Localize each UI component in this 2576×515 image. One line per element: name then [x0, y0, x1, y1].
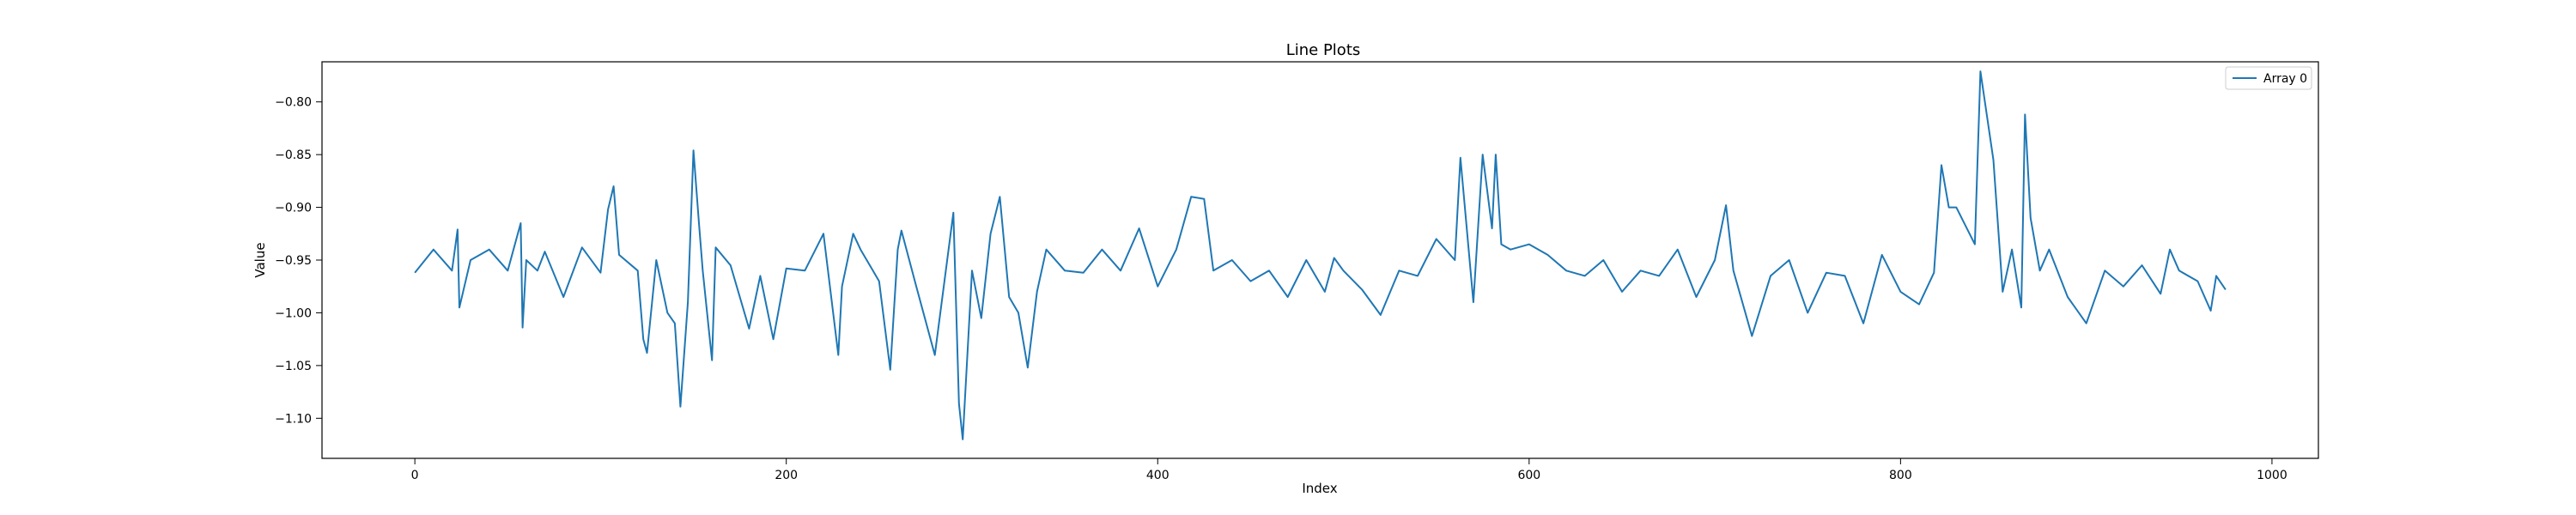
x-tick-label: 600: [1517, 469, 1540, 482]
y-tick-label: −1.05: [275, 360, 312, 373]
legend-box: [2225, 66, 2312, 90]
y-tick-label: −1.00: [275, 306, 312, 320]
legend-label: Array 0: [2263, 72, 2307, 86]
y-axis-label: Value: [252, 242, 268, 277]
y-tick-label: −0.85: [275, 148, 312, 162]
chart-title: Line Plots: [1286, 41, 1361, 59]
x-tick-label: 800: [1889, 469, 1912, 482]
x-tick-label: 400: [1146, 469, 1170, 482]
series-line: [414, 70, 2227, 440]
plot-area: [321, 61, 2319, 459]
legend: Array 0: [2225, 66, 2312, 90]
y-tick-label: −0.90: [275, 202, 312, 215]
x-axis-label: Index: [1302, 481, 1337, 496]
y-tick-label: −0.95: [275, 254, 312, 268]
y-axis: −0.80 −0.85 −0.90 −0.95 −1.00 −1.05 −1.10: [275, 96, 322, 426]
x-tick-label: 200: [775, 469, 798, 482]
x-tick-label: 0: [411, 469, 419, 482]
x-tick-label: 1000: [2257, 469, 2287, 482]
series-group: [414, 70, 2227, 440]
y-tick-label: −0.80: [275, 96, 312, 110]
x-axis: 0 200 400 600 800 1000: [411, 458, 2287, 482]
y-tick-label: −1.10: [275, 412, 312, 426]
